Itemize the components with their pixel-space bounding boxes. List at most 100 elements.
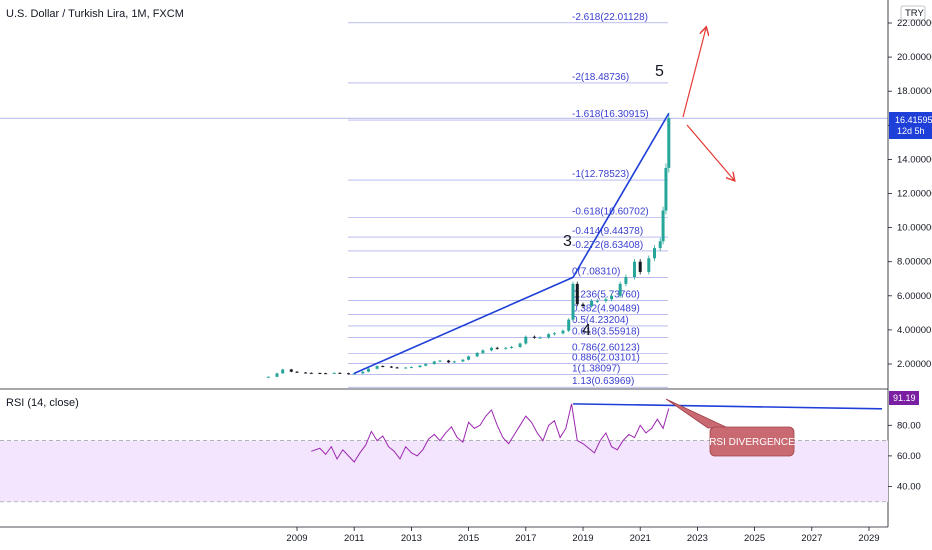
bar-countdown: 12d 5h [897, 126, 925, 136]
candle-body [266, 376, 270, 378]
price-series [266, 112, 671, 378]
time-tick-label: 2011 [344, 533, 364, 544]
candle-body [275, 373, 279, 377]
candle-body [504, 347, 508, 349]
fib-level-label: 0.236(5.73760) [572, 289, 640, 300]
candle-body [389, 366, 393, 368]
candle-body [647, 258, 651, 272]
fib-level-label: -0.618(10.60702) [572, 206, 649, 217]
candle-body [432, 361, 436, 364]
wave-5-label: 5 [655, 63, 664, 80]
candle-body [538, 337, 542, 339]
time-tick-label: 2019 [572, 533, 593, 544]
candle-body [667, 118, 671, 168]
candle-body [352, 373, 356, 375]
last-price-tag [889, 112, 932, 139]
candle-body [567, 319, 571, 331]
candle-body [346, 373, 350, 375]
fib-level-label: -2.618(22.01128) [572, 12, 648, 23]
candle-body [304, 372, 308, 374]
price-tick-label: 6.00000 [897, 291, 931, 302]
time-tick-label: 2015 [458, 533, 479, 544]
fibonacci-extension[interactable]: -2.618(22.01128) -2(18.48736) -1.618(16.30… [0, 12, 888, 388]
price-tick-label: 8.00000 [897, 257, 931, 268]
wave-4-label: 4 [582, 322, 591, 339]
candle-body [581, 304, 585, 307]
fib-level-label: -2(18.48736) [572, 72, 629, 83]
candle-body [367, 368, 370, 372]
candle-body [661, 210, 665, 242]
chart-title: U.S. Dollar / Turkish Lira, 1M, FXCM [6, 8, 184, 20]
rsi-value: 91.19 [893, 393, 916, 403]
candle-body [510, 346, 513, 348]
fib-level-label: 0(7.08310) [572, 266, 620, 277]
candle-body [604, 299, 608, 301]
time-tick-label: 2009 [286, 533, 307, 544]
candle-body [452, 361, 456, 363]
fib-level-label: 0.786(2.60123) [572, 343, 640, 354]
fib-level-label: -1(12.78523) [572, 169, 629, 180]
candle-body [361, 371, 365, 374]
candle-body [658, 241, 662, 249]
candle-body [624, 277, 628, 284]
candle-body [461, 359, 465, 362]
candle-body [489, 347, 493, 351]
fib-level-label: -1.618(16.30915) [572, 109, 649, 120]
candle-body [381, 366, 385, 368]
time-tick-label: 2013 [401, 533, 422, 544]
candle-body [495, 347, 499, 349]
price-tick-label: 22.00000 [897, 18, 932, 29]
bullish-scenario-arrow [682, 28, 706, 118]
candle-body [467, 356, 471, 360]
candle-body [338, 372, 342, 374]
candle-body [409, 367, 413, 369]
candle-body [571, 283, 575, 320]
rsi-value-tag [889, 391, 919, 405]
time-tick-label: 2025 [744, 533, 765, 544]
price-axis-ticks: 22.0000020.0000018.0000016.0000014.00000… [888, 18, 932, 370]
last-price-value: 16.41595 [895, 115, 932, 125]
candle-body [447, 360, 451, 363]
candle-body [332, 372, 336, 374]
rsi-line [311, 403, 670, 463]
candle-body [475, 352, 479, 357]
rsi-tick-label: 80.00 [897, 420, 921, 431]
rsi-title: RSI (14, close) [6, 397, 79, 409]
fib-level-label: 1(1.38097) [572, 364, 620, 375]
rsi-tick-label: 60.00 [897, 451, 921, 462]
candle-body [318, 373, 322, 375]
fib-level-label: 0.618(3.55918) [572, 326, 640, 337]
time-tick-label: 2027 [801, 533, 822, 544]
candle-body [575, 283, 579, 305]
candle-body [438, 360, 442, 362]
time-axis: 2009 2011 2013 2015 2017 2019 2021 2023 2025 2027… [286, 527, 880, 544]
bearish-scenario-arrow [686, 124, 734, 180]
fib-level-label: 0.886(2.03101) [572, 352, 640, 363]
candle-body [664, 167, 668, 211]
fib-level-label: -0.272(8.63408) [572, 240, 643, 251]
rsi-divergence-callout-text: RSI DIVERGENCE [709, 437, 795, 448]
rsi-divergence-callout[interactable] [709, 426, 795, 457]
fib-level-label: -0.414(9.44378) [572, 226, 643, 237]
time-tick-label: 2017 [515, 533, 536, 544]
price-tick-label: 4.00000 [897, 325, 931, 336]
candle-body [524, 336, 528, 344]
rsi-divergence-callout-pointer [665, 398, 729, 429]
drawings[interactable] [353, 28, 734, 375]
time-tick-label: 2021 [630, 533, 651, 544]
candle-body [632, 261, 636, 278]
price-tick-label: 12.00000 [897, 189, 932, 200]
price-tick-label: 2.00000 [897, 359, 931, 370]
rsi-divergence-trendline [572, 403, 883, 410]
candle-body [618, 283, 622, 296]
candle-body [532, 336, 536, 338]
candle-body [481, 350, 485, 353]
candle-body [610, 295, 614, 300]
candle-body [424, 364, 428, 366]
candle-body [418, 365, 422, 368]
fib-level-label: 0.5(4.23204) [572, 315, 629, 326]
candle-body [289, 369, 293, 372]
price-tick-label: 10.00000 [897, 223, 932, 234]
fib-level-label: 1.13(0.63969) [572, 376, 634, 387]
